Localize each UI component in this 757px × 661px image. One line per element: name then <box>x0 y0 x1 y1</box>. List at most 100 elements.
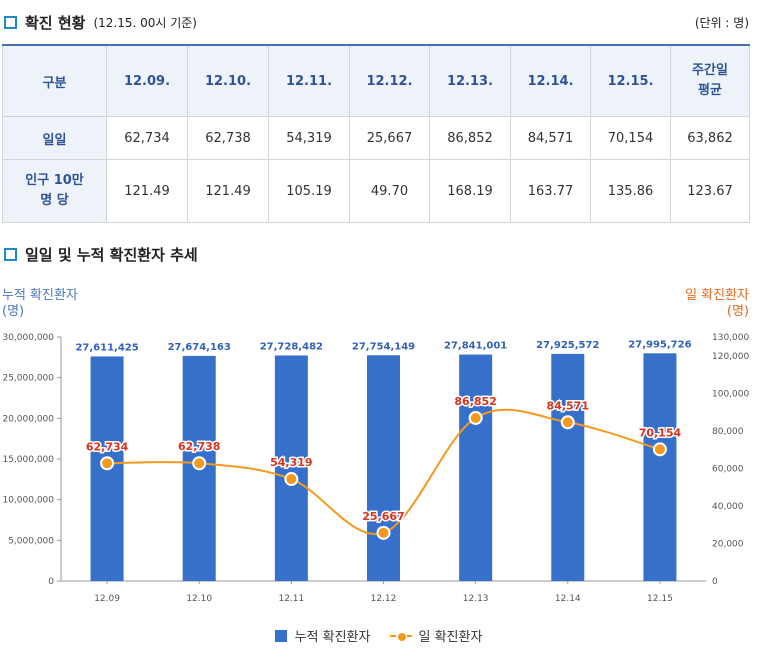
x-tick-label: 12.12 <box>371 594 397 604</box>
section-square-icon <box>4 248 17 261</box>
line-value-label: 86,852 <box>454 395 496 408</box>
line-value-label: 84,571 <box>547 399 589 412</box>
legend-item-cumulative: 누적 확진환자 <box>274 626 371 645</box>
legend-line-swatch <box>390 630 413 642</box>
bar-value-label: 27,925,572 <box>536 340 599 351</box>
column-header: 12.10. <box>187 44 269 117</box>
right-tick-label: 80,000 <box>712 427 744 437</box>
table-cell: 62,734 <box>106 116 188 160</box>
table-cell: 121.49 <box>187 159 269 223</box>
unit-label: (단위 : 명) <box>694 16 749 30</box>
right-tick-label: 100,000 <box>712 389 749 399</box>
column-header-weekly-average: 주간일 평균 <box>670 44 750 117</box>
legend-label: 일 확진환자 <box>418 630 483 645</box>
column-header: 12.14. <box>510 44 591 117</box>
table-cell: 54,319 <box>268 116 350 160</box>
left-tick-label: 10,000,000 <box>2 496 54 506</box>
line-point <box>376 525 391 540</box>
status-section-subtitle: (12.15. 00시 기준) <box>93 16 197 30</box>
table-cell: 62,738 <box>187 116 269 160</box>
confirmed-cases-table: 구분 12.09. 12.10. 12.11. 12.12. 12.13. 12… <box>2 44 750 223</box>
bar-value-label: 27,728,482 <box>260 341 323 352</box>
column-header: 12.09. <box>106 44 188 117</box>
table-cell: 25,667 <box>349 116 430 160</box>
line-value-label: 70,154 <box>639 426 682 439</box>
x-tick-label: 12.10 <box>186 594 212 604</box>
right-tick-label: 60,000 <box>712 464 744 474</box>
legend-bar-swatch <box>274 629 287 642</box>
table-cell: 63,862 <box>670 116 750 160</box>
line-value-label: 62,734 <box>86 440 129 453</box>
row-label: 인구 10만 명 당 <box>2 159 107 223</box>
right-tick-label: 0 <box>712 577 718 587</box>
right-tick-label: 120,000 <box>712 352 749 362</box>
left-tick-label: 15,000,000 <box>2 455 54 465</box>
x-tick-label: 12.15 <box>647 594 673 604</box>
legend-label: 누적 확진환자 <box>294 630 371 645</box>
line-value-label: 62,738 <box>178 440 220 453</box>
table-cell: 123.67 <box>670 159 750 223</box>
line-point <box>468 410 483 425</box>
line-point <box>284 472 299 487</box>
x-tick-label: 12.11 <box>278 594 304 604</box>
bar <box>459 354 493 581</box>
row-label: 일일 <box>2 116 107 160</box>
line-point <box>652 442 667 457</box>
left-axis-title-text: 누적 확진환자 <box>2 288 78 303</box>
legend-item-daily: 일 확진환자 <box>390 626 482 645</box>
bar-value-label: 27,611,425 <box>75 342 138 353</box>
left-tick-label: 30,000,000 <box>2 333 54 343</box>
table-cell: 168.19 <box>429 159 511 223</box>
right-axis-unit: (명) <box>726 304 749 319</box>
table-cell: 135.86 <box>590 159 671 223</box>
x-tick-label: 12.09 <box>94 594 120 604</box>
table-header-label: 구분 <box>2 44 107 117</box>
table-cell: 86,852 <box>429 116 511 160</box>
x-tick-label: 12.13 <box>463 594 489 604</box>
table-cell: 163.77 <box>510 159 591 223</box>
left-tick-label: 25,000,000 <box>2 374 54 384</box>
bar-value-label: 27,995,726 <box>628 339 691 350</box>
column-header: 12.13. <box>429 44 511 117</box>
bar-value-label: 27,674,163 <box>168 342 231 353</box>
table-cell: 105.19 <box>268 159 350 223</box>
right-tick-label: 130,000 <box>712 333 749 343</box>
line-point <box>100 456 115 471</box>
line-value-label: 54,319 <box>270 456 312 469</box>
table-cell: 70,154 <box>590 116 671 160</box>
left-axis-unit: (명) <box>2 304 25 319</box>
line-point <box>192 456 207 471</box>
trend-section-title: 일일 및 누적 확진환자 추세 <box>25 246 198 264</box>
table-cell: 49.70 <box>349 159 430 223</box>
trend-section-header: 일일 및 누적 확진환자 추세 <box>4 244 198 265</box>
table-cell: 84,571 <box>510 116 591 160</box>
right-tick-label: 20,000 <box>712 539 744 549</box>
bar <box>274 355 308 581</box>
line-point <box>560 415 575 430</box>
table-row: 일일 62,734 62,738 54,319 25,667 86,852 84… <box>2 116 750 160</box>
bar-value-label: 27,754,149 <box>352 341 415 352</box>
line-value-label: 25,667 <box>362 510 404 523</box>
column-header: 12.15. <box>590 44 671 117</box>
table-cell: 121.49 <box>106 159 188 223</box>
column-header: 12.11. <box>268 44 350 117</box>
bar <box>643 353 677 581</box>
status-section-title: 확진 현황 <box>25 14 86 32</box>
right-tick-label: 40,000 <box>712 502 744 512</box>
bar <box>367 355 400 581</box>
x-tick-label: 12.14 <box>555 594 581 604</box>
section-square-icon <box>4 16 17 29</box>
table-row: 인구 10만 명 당 121.49 121.49 105.19 49.70 16… <box>2 159 750 223</box>
right-axis-title-text: 일 확진환자 <box>685 288 749 303</box>
chart-legend: 누적 확진환자 일 확진환자 <box>0 626 757 645</box>
bar-value-label: 27,841,001 <box>444 341 507 352</box>
column-header: 12.12. <box>349 44 430 117</box>
left-axis-title: 누적 확진환자 (명) <box>2 288 78 320</box>
trend-chart: 0 5,000,000 10,000,000 15,000,000 20,000,000… <box>2 333 749 604</box>
left-tick-label: 20,000,000 <box>2 414 54 424</box>
status-section-header: 확진 현황 (12.15. 00시 기준) <box>4 12 197 33</box>
left-tick-label: 5,000,000 <box>8 536 54 546</box>
right-axis-title: 일 확진환자 (명) <box>685 288 749 320</box>
bar <box>551 353 585 581</box>
table-header-row: 구분 12.09. 12.10. 12.11. 12.12. 12.13. 12… <box>2 44 750 117</box>
